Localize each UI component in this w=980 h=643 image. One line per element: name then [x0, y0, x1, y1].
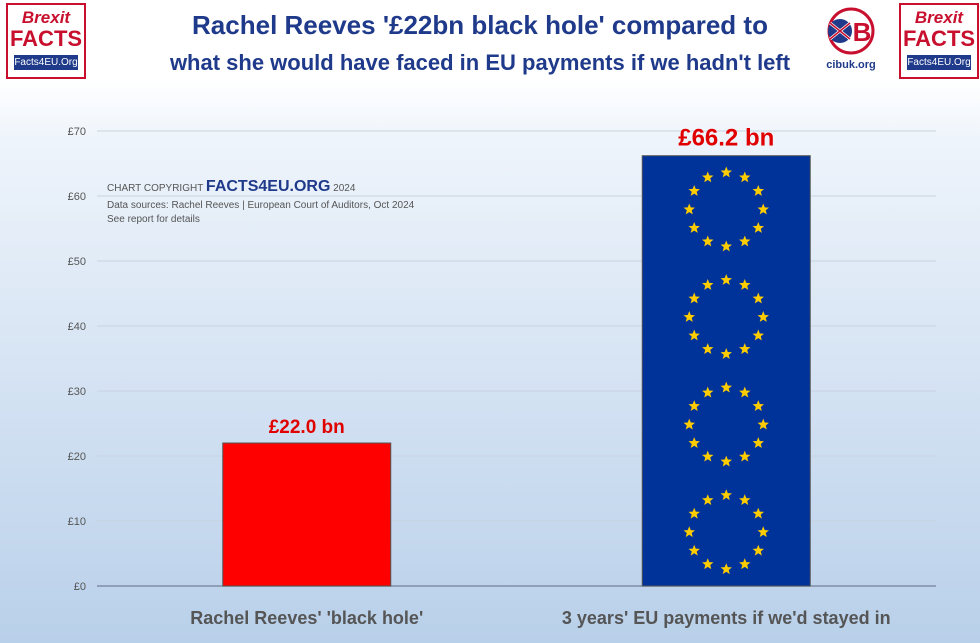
y-tick-label: £10	[68, 516, 86, 528]
eu-star-icon	[720, 274, 732, 285]
cibuk-logo: B cibuk.org	[812, 3, 890, 79]
eu-star-icon	[688, 329, 700, 341]
y-tick-label: £40	[68, 321, 86, 333]
eu-star-icon	[702, 558, 714, 570]
eu-star-icon	[739, 235, 751, 247]
eu-star-icon	[739, 171, 751, 183]
eu-star-icon	[739, 386, 751, 398]
eu-star-icon	[688, 184, 700, 196]
brexit-facts-logo-left: Brexit FACTS Facts4EU.Org	[6, 3, 86, 79]
svg-text:B: B	[853, 17, 872, 47]
eu-star-icon	[720, 455, 732, 467]
category-label: Rachel Reeves' 'black hole'	[190, 608, 423, 628]
eu-star-icon	[702, 279, 714, 290]
y-tick-label: £50	[68, 256, 86, 268]
y-tick-label: £0	[74, 581, 86, 593]
data-label: £66.2 bn	[678, 125, 774, 152]
eu-star-icon	[702, 386, 714, 398]
eu-star-icon	[757, 203, 769, 215]
eu-star-icon	[702, 450, 714, 462]
y-tick-label: £60	[68, 191, 86, 203]
category-label: 3 years' EU payments if we'd stayed in	[562, 608, 891, 628]
eu-star-icon	[739, 279, 751, 290]
eu-star-icon	[688, 544, 700, 556]
eu-star-icon	[688, 507, 700, 519]
eu-star-icon	[739, 343, 751, 354]
report-note: See report for details	[107, 214, 200, 225]
eu-star-icon	[702, 343, 714, 354]
eu-star-icon	[720, 381, 732, 393]
bar	[222, 442, 392, 587]
eu-star-icon	[752, 400, 764, 411]
eu-star-icon	[739, 558, 751, 570]
chart-copyright: CHART COPYRIGHT FACTS4EU.ORG 2024	[107, 178, 356, 195]
eu-star-icon	[720, 489, 732, 501]
eu-star-icon	[752, 507, 764, 519]
eu-star-icon	[757, 526, 769, 538]
eu-star-icon	[688, 437, 700, 448]
header: Brexit FACTS Facts4EU.Org Rachel Reeves …	[0, 0, 980, 80]
eu-star-icon	[752, 184, 764, 196]
eu-star-icon	[683, 526, 695, 538]
eu-star-icon	[683, 418, 695, 430]
eu-star-icon	[752, 437, 764, 448]
eu-star-icon	[752, 329, 764, 341]
eu-star-icon	[702, 235, 714, 247]
eu-star-icon	[683, 311, 695, 322]
eu-star-icon	[688, 292, 700, 304]
data-label: £22.0 bn	[269, 417, 345, 438]
chart-title-line2: what she would have faced in EU payments…	[169, 50, 791, 75]
eu-star-icon	[688, 400, 700, 411]
brexit-facts-logo-right: Brexit FACTS Facts4EU.Org	[899, 3, 979, 79]
y-tick-label: £70	[68, 126, 86, 138]
eu-star-icon	[752, 221, 764, 233]
eu-star-icon	[683, 203, 695, 215]
data-sources-note: Data sources: Rachel Reeves | European C…	[107, 200, 415, 211]
eu-star-icon	[752, 292, 764, 304]
eu-star-icon	[757, 418, 769, 430]
eu-star-icon	[702, 494, 714, 506]
y-tick-label: £30	[68, 386, 86, 398]
eu-star-icon	[688, 221, 700, 233]
eu-star-icon	[720, 348, 732, 359]
eu-star-icon	[720, 240, 732, 252]
eu-star-icon	[757, 311, 769, 322]
cibuk-emblem-icon: B	[827, 7, 875, 55]
eu-star-icon	[739, 450, 751, 462]
y-tick-label: £20	[68, 451, 86, 463]
eu-star-icon	[720, 166, 732, 178]
eu-star-icon	[752, 544, 764, 556]
eu-star-icon	[702, 171, 714, 183]
eu-star-icon	[720, 563, 732, 575]
bar	[641, 155, 811, 587]
chart-title-line1: Rachel Reeves '£22bn black hole' compare…	[192, 10, 768, 40]
eu-star-icon	[739, 494, 751, 506]
